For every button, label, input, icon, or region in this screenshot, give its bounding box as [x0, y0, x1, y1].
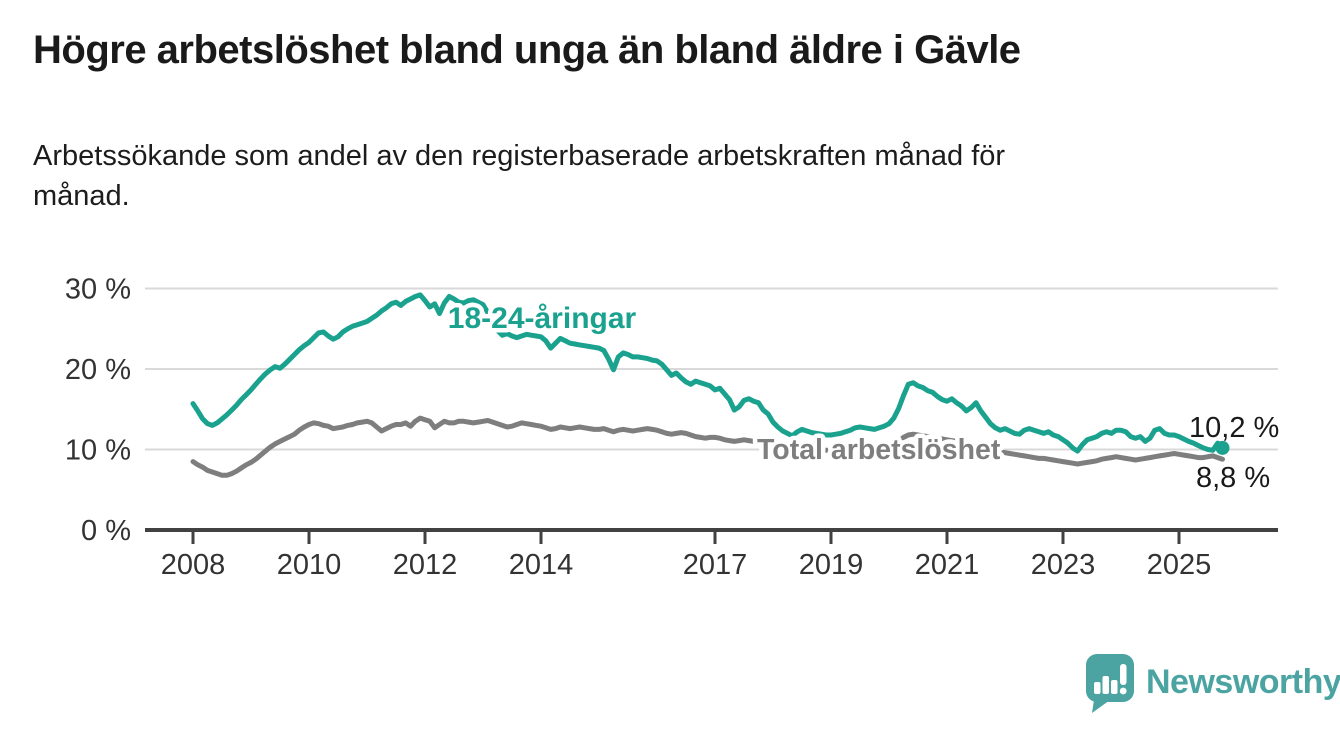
- end-value-label-18-24-aringar: 10,2 %: [1189, 412, 1279, 444]
- y-axis-label: 20 %: [65, 354, 131, 386]
- end-point-dot: [1215, 440, 1230, 455]
- series-label-total-arbetsloshet: Total arbetslöshet: [757, 434, 1001, 466]
- speech-bubble-bar-chart-icon: [1086, 654, 1134, 713]
- y-axis-label: 0 %: [81, 515, 131, 547]
- page-title: Högre arbetslöshet bland unga än bland ä…: [33, 28, 1021, 72]
- y-axis-label: 10 %: [65, 435, 131, 467]
- series-line-total-arbetsloshet: [190, 415, 1225, 478]
- newsworthy-logo[interactable]: Newsworthy: [1084, 650, 1340, 714]
- page-subtitle: Arbetssökande som andel av den registerb…: [33, 140, 1006, 213]
- x-axis-label: 2019: [799, 549, 864, 581]
- logo-bar-chart-icon: [1094, 664, 1127, 695]
- x-axis-label: 2017: [683, 549, 748, 581]
- x-axis-label: 2008: [161, 549, 226, 581]
- series-label-18-24-aringar: 18-24-åringar: [448, 302, 637, 335]
- end-value-label-total-arbetsloshet: 8,8 %: [1196, 462, 1270, 494]
- x-axis-label: 2014: [509, 549, 574, 581]
- series-line-18-24-aringar: [190, 292, 1225, 454]
- x-axis-label: 2012: [393, 549, 458, 581]
- x-axis-label: 2023: [1031, 549, 1096, 581]
- x-axis-label: 2010: [277, 549, 342, 581]
- x-axis-label: 2021: [915, 549, 980, 581]
- y-axis-label: 30 %: [65, 274, 131, 306]
- brand-name: Newsworthy: [1146, 662, 1340, 701]
- x-axis-label: 2025: [1147, 549, 1212, 581]
